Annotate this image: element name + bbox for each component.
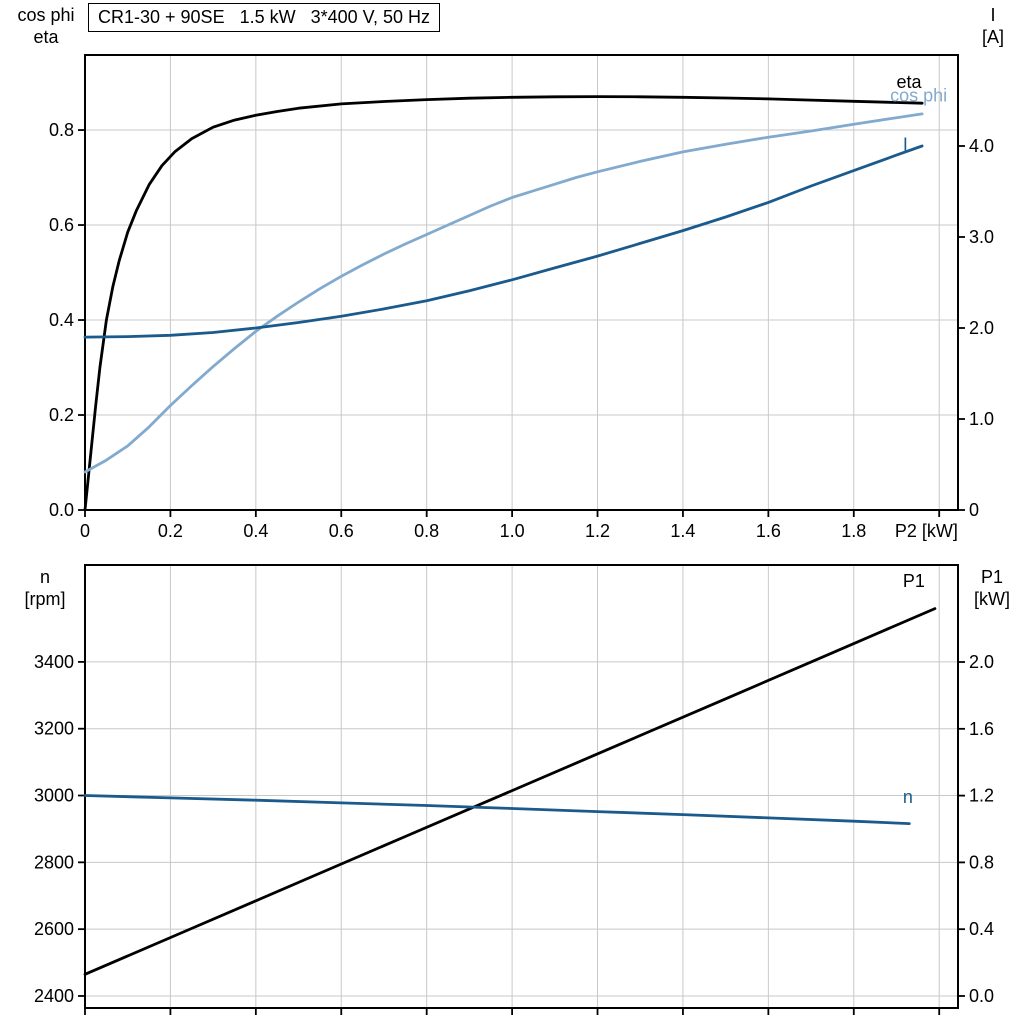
axis-title-line: [A] [981,27,1004,47]
axis-title-line: [rpm] [24,589,66,609]
top-chart-left-axis-title: cos phi eta [6,4,86,48]
plot-frame [84,54,959,511]
x-tick-label: 0.6 [329,521,354,541]
bottom-chart: 2400 2600 2800 3000 3200 3400 0.0 0.4 0.8 1.2 1.6 2… [34,564,994,1015]
series-n [83,794,911,825]
x-tick-label: 0 [80,521,90,541]
axis-title-line: eta [33,27,59,47]
y-left-tick-label: 0.2 [49,405,74,425]
x-axis-unit-label: P2 [kW] [895,521,958,541]
curve-label-n: n [903,787,913,807]
axis-title-line: [kW] [974,589,1010,609]
axis-title-line: cos phi [17,5,75,25]
x-tick-label: 1.0 [500,521,525,541]
x-tick-label: 1.4 [670,521,695,541]
y-left-tick-label: 0.4 [49,310,74,330]
y-left-tick-label: 0.8 [49,120,74,140]
y-right-tick-label: 3.0 [969,227,994,247]
curve-label-P1: P1 [903,571,925,591]
x-tick-label: 0.4 [243,521,268,541]
y-right-tick-label: 1.2 [969,786,994,806]
y-left-tick-label: 2400 [34,986,74,1006]
x-tick-label: 1.6 [756,521,781,541]
top-chart-right-axis-title: I [A] [968,4,1018,48]
y-left-tick-label: 0.6 [49,215,74,235]
y-left-tick-label: 0.0 [49,500,74,520]
x-tick-label: 0.8 [414,521,439,541]
y-right-tick-label: 2.0 [969,652,994,672]
curve-label-eta: eta [896,72,922,92]
y-right-tick-label: 2.0 [969,318,994,338]
y-right-tick-label: 1.0 [969,409,994,429]
curve-label-cos-phi: cos phi [890,86,947,106]
x-tick-label: 0.2 [158,521,183,541]
bottom-chart-left-axis-title: n [rpm] [10,566,80,610]
bottom-chart-right-axis-title: P1 [kW] [964,566,1020,610]
y-right-tick-label: 1.6 [969,719,994,739]
series-eta [83,95,924,512]
x-tick-label: 1.2 [585,521,610,541]
chart-title-box: CR1-30 + 90SE 1.5 kW 3*400 V, 50 Hz [88,3,441,32]
axis-title-line: I [990,5,996,25]
y-right-tick-label: 4.0 [969,136,994,156]
y-left-tick-label: 3200 [34,719,74,739]
series-I [83,144,924,339]
axis-title-line: P1 [980,567,1004,587]
y-left-tick-label: 3000 [34,786,74,806]
y-left-tick-label: 2800 [34,852,74,872]
series-P1 [83,607,937,976]
y-right-tick-label: 0.8 [969,852,994,872]
y-right-tick-label: 0 [969,500,979,520]
y-right-tick-label: 0.0 [969,986,994,1006]
curve-label-I: I [903,135,908,155]
axis-title-line: n [39,567,50,587]
x-tick-label: 1.8 [841,521,866,541]
plot-frame [84,564,959,1009]
y-left-tick-label: 2600 [34,919,74,939]
y-left-tick-label: 3400 [34,652,74,672]
y-right-tick-label: 0.4 [969,919,994,939]
top-chart: 0.0 0.2 0.4 0.6 0.8 0 1.0 2.0 3.0 4.0 0 0.2 0.4 0.6 0.… [49,54,994,541]
series-cos-phi [83,112,924,474]
